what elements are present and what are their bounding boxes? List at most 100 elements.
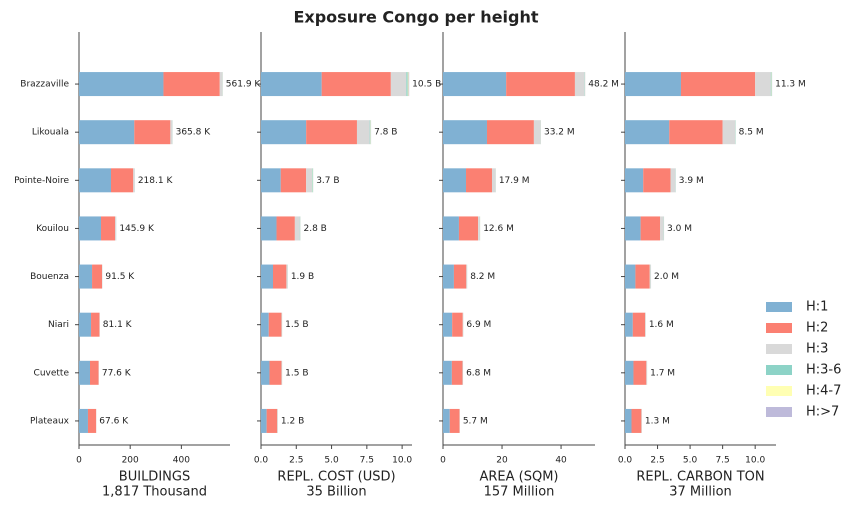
bar-segment <box>133 168 135 193</box>
bar-segment <box>87 408 97 433</box>
bar-segment <box>281 360 283 385</box>
x-tick-label: 0 <box>440 456 446 466</box>
bar-segment <box>625 168 644 193</box>
x-tick-label: 7.5 <box>715 456 729 466</box>
value-label: 1.2 B <box>281 416 304 426</box>
value-label: 91.5 K <box>105 272 135 282</box>
bar-segment <box>574 72 585 97</box>
value-label: 12.6 M <box>483 224 514 234</box>
value-label: 67.6 K <box>99 416 129 426</box>
bar-segment <box>631 408 642 433</box>
bar-segment <box>170 120 173 145</box>
bar-segment <box>770 72 772 97</box>
bar-segment <box>680 72 756 97</box>
bar-segment <box>261 168 281 193</box>
bar-segment <box>369 120 371 145</box>
bar-segment <box>286 264 288 289</box>
y-tick-label: Pointe-Noire <box>14 176 69 186</box>
bar-segment <box>110 168 134 193</box>
bar-segment <box>669 120 723 145</box>
bar-segment <box>79 120 135 145</box>
bar-segment <box>643 168 671 193</box>
bar-segment <box>443 264 454 289</box>
bar-segment <box>79 72 164 97</box>
bar-segment <box>449 408 460 433</box>
bar-segment <box>632 312 646 337</box>
y-tick-label: Cuvette <box>34 368 70 378</box>
bar-segment <box>635 264 650 289</box>
bar-segment <box>406 72 408 97</box>
bar-segment <box>79 312 92 337</box>
x-tick-label: 0.0 <box>254 456 269 466</box>
legend-swatch <box>766 302 792 312</box>
x-tick-label: 0 <box>76 456 82 466</box>
value-label: 8.2 M <box>470 272 495 282</box>
x-tick-label: 10.0 <box>392 456 412 466</box>
value-label: 2.0 M <box>654 272 679 282</box>
y-tick-label: Niari <box>48 320 69 330</box>
bar-segment <box>646 360 647 385</box>
x-tick-label: 2.5 <box>289 456 303 466</box>
bar-segment <box>443 72 507 97</box>
bar-segment <box>452 312 463 337</box>
bar-segment <box>408 72 410 97</box>
bar-segment <box>294 216 300 241</box>
x-axis-label: BUILDINGS <box>119 470 190 485</box>
bar-segment <box>722 120 735 145</box>
x-tick-label: 5.0 <box>683 456 698 466</box>
bar-segment <box>390 72 407 97</box>
x-tick-label: 0.0 <box>618 456 633 466</box>
bar-segment <box>79 360 91 385</box>
bar-segment <box>640 216 661 241</box>
value-label: 1.6 M <box>649 320 674 330</box>
bar-segment <box>312 168 313 193</box>
value-label: 3.9 M <box>679 176 704 186</box>
bar-segment <box>407 72 409 97</box>
bar-segment <box>458 216 479 241</box>
bar-segment <box>261 312 269 337</box>
bar-segment <box>261 216 277 241</box>
bar-segment <box>219 72 223 97</box>
chart-title: Exposure Congo per height <box>293 8 538 27</box>
bar-segment <box>91 312 100 337</box>
value-label: 5.7 M <box>463 416 488 426</box>
bar-segment <box>306 120 357 145</box>
value-label: 1.3 M <box>645 416 670 426</box>
bar-segment <box>266 408 278 433</box>
bar-segment <box>163 72 220 97</box>
x-tick-label: 400 <box>173 456 190 466</box>
bar-segment <box>645 312 646 337</box>
bar-segment <box>660 216 664 241</box>
bar-segment <box>486 120 534 145</box>
value-label: 8.5 M <box>739 128 764 138</box>
bar-segment <box>443 360 452 385</box>
bar-segment <box>276 216 295 241</box>
bar-segment <box>491 168 496 193</box>
bar-segment <box>115 216 117 241</box>
x-tick-label: 7.5 <box>360 456 374 466</box>
bar-segment <box>261 120 307 145</box>
bar-segment <box>625 72 681 97</box>
bar-segment <box>625 408 632 433</box>
bar-segment <box>443 312 453 337</box>
bar-segment <box>755 72 771 97</box>
value-label: 2.8 B <box>304 224 327 234</box>
bar-segment <box>625 264 636 289</box>
legend-label: H:3 <box>806 342 828 357</box>
value-label: 365.8 K <box>176 128 212 138</box>
legend-label: H:1 <box>806 300 828 315</box>
legend-label: H:4-7 <box>806 384 841 399</box>
bar-segment <box>281 312 283 337</box>
y-tick-label: Plateaux <box>30 416 70 426</box>
x-tick-label: 5.0 <box>324 456 339 466</box>
value-label: 1.9 B <box>291 272 314 282</box>
bar-segment <box>443 168 467 193</box>
bar-segment <box>272 264 287 289</box>
bar-segment <box>453 264 467 289</box>
value-label: 81.1 K <box>103 320 133 330</box>
value-label: 1.5 B <box>285 320 308 330</box>
x-axis-label: REPL. CARBON TON <box>636 470 764 485</box>
bar-segment <box>633 360 647 385</box>
